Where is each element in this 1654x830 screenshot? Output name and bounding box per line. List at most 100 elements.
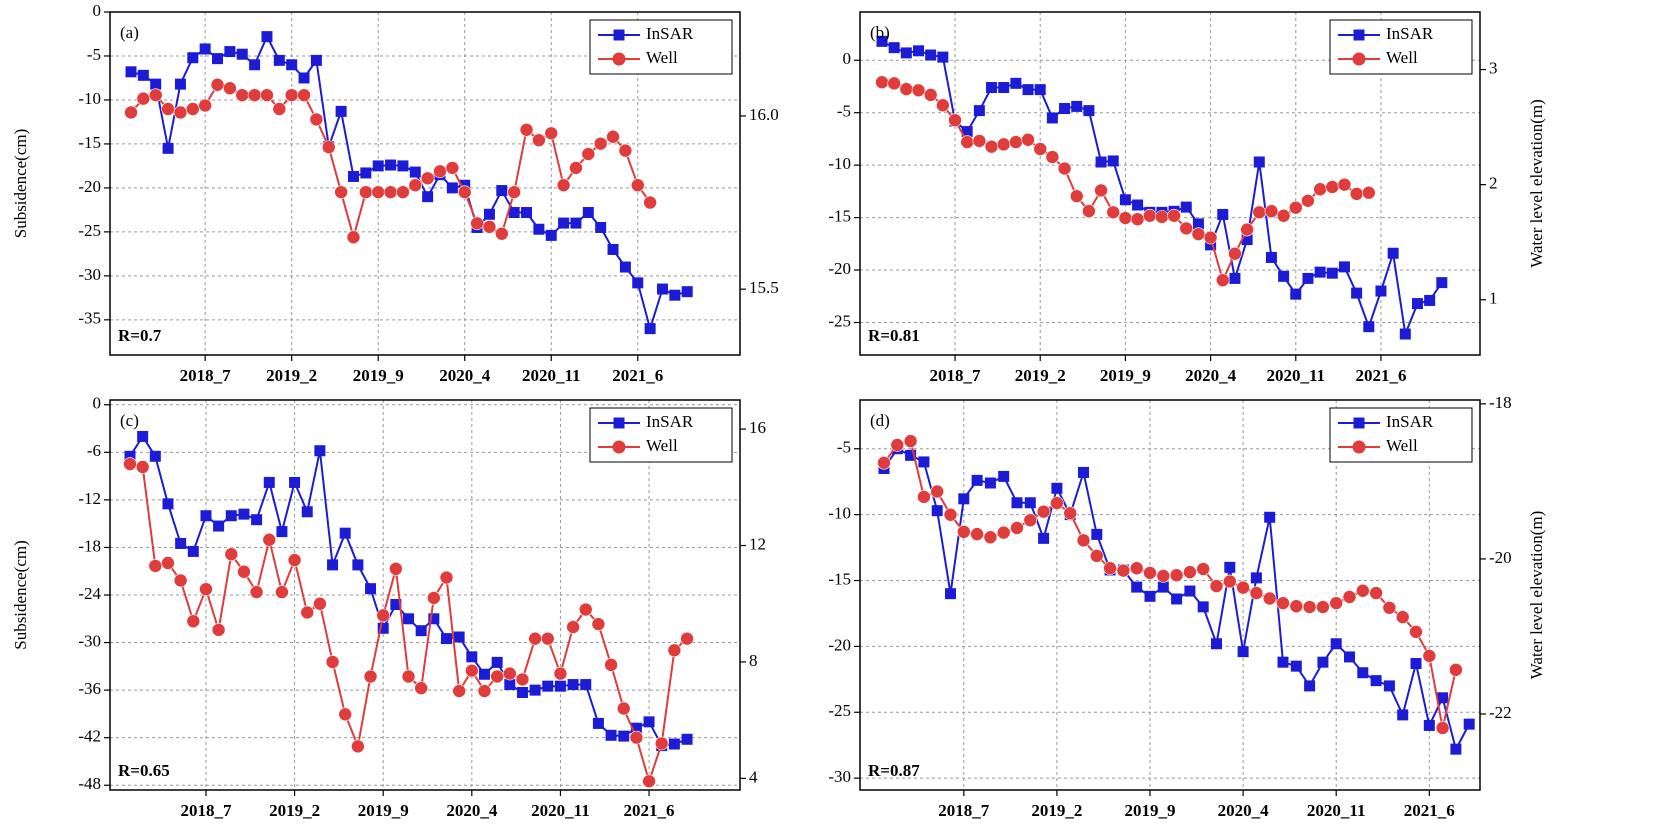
- y2-tick-label: 3: [1489, 58, 1498, 77]
- y-tick-label: -12: [78, 489, 101, 508]
- y-tick-label: -6: [87, 441, 101, 460]
- x-tick-label: 2019_2: [1031, 801, 1082, 820]
- marker: [567, 679, 579, 691]
- marker: [554, 680, 566, 692]
- marker: [446, 182, 458, 194]
- y-tick-label: -42: [78, 727, 101, 746]
- marker: [529, 684, 541, 696]
- marker: [1009, 135, 1023, 149]
- y2-tick-label: 15.5: [749, 278, 779, 297]
- marker: [136, 91, 151, 106]
- legend-label: Well: [646, 48, 678, 67]
- marker: [1142, 208, 1157, 223]
- marker: [478, 668, 490, 680]
- marker: [1023, 513, 1038, 527]
- marker: [385, 159, 397, 171]
- legend-label: Well: [1386, 48, 1418, 67]
- marker: [186, 614, 201, 628]
- marker: [961, 126, 973, 138]
- marker: [643, 195, 657, 210]
- marker: [396, 185, 410, 199]
- x-tick-label: 2019_2: [1015, 366, 1066, 385]
- legend-box: [1329, 407, 1473, 463]
- x-tick-label: 2020_4: [439, 366, 491, 385]
- y-tick-label: -25: [78, 221, 101, 240]
- series-line: [883, 439, 1457, 729]
- marker: [1045, 150, 1060, 164]
- marker: [1375, 285, 1387, 297]
- y-tick-label: -10: [828, 504, 851, 523]
- marker: [984, 139, 999, 154]
- marker: [173, 573, 188, 588]
- marker: [1021, 132, 1035, 147]
- marker: [186, 102, 200, 116]
- marker: [515, 672, 530, 687]
- marker: [1397, 709, 1409, 721]
- marker: [199, 582, 213, 596]
- marker: [580, 679, 592, 691]
- y-tick-label: 0: [93, 394, 102, 413]
- y-tick-label: 0: [843, 49, 852, 68]
- x-tick-label: 2020_4: [1185, 366, 1237, 385]
- marker: [457, 185, 472, 199]
- marker: [668, 738, 680, 750]
- marker: [135, 460, 150, 474]
- y2-tick-label: 1: [1489, 289, 1498, 308]
- marker: [643, 716, 655, 728]
- marker: [439, 570, 454, 585]
- marker: [888, 42, 900, 54]
- marker: [533, 223, 545, 235]
- marker: [477, 684, 492, 698]
- marker: [996, 525, 1011, 540]
- marker: [445, 161, 460, 175]
- marker: [998, 470, 1010, 482]
- y-tick-label: -20: [828, 259, 851, 278]
- y-tick-label: -5: [837, 102, 851, 121]
- plot-frame: [109, 399, 741, 791]
- y-tick-label: -5: [837, 438, 851, 457]
- marker: [1250, 572, 1262, 584]
- marker: [930, 484, 945, 499]
- marker: [556, 178, 571, 193]
- marker: [960, 135, 974, 149]
- marker: [1203, 230, 1218, 245]
- marker: [1356, 583, 1370, 598]
- marker: [372, 160, 384, 172]
- marker: [262, 532, 277, 547]
- marker: [1228, 246, 1242, 261]
- marker: [325, 655, 340, 669]
- marker: [377, 622, 389, 634]
- marker: [1229, 272, 1241, 284]
- y-tick-label: -20: [78, 177, 101, 196]
- marker: [1278, 270, 1290, 282]
- marker: [1083, 105, 1095, 117]
- marker: [213, 520, 225, 532]
- y-tick-label: -5: [87, 45, 101, 64]
- x-tick-label: 2020_4: [446, 801, 498, 820]
- legend-label: InSAR: [1386, 24, 1434, 43]
- marker: [507, 185, 521, 199]
- panel: 0 -5 -10 -15 -20 -25 -30 -35 16.0 15.5 2018_7 2019_…: [11, 1, 779, 385]
- marker: [656, 283, 668, 295]
- marker: [900, 47, 912, 59]
- x-tick-label: 2020_4: [1218, 801, 1270, 820]
- marker: [408, 178, 423, 193]
- marker: [1316, 600, 1330, 614]
- marker: [1349, 187, 1364, 201]
- marker: [137, 430, 149, 442]
- marker: [1330, 638, 1342, 650]
- marker: [1290, 288, 1302, 300]
- marker: [1326, 267, 1338, 279]
- marker: [1383, 680, 1395, 692]
- marker: [1224, 561, 1236, 573]
- marker: [490, 669, 504, 684]
- marker: [148, 88, 163, 102]
- marker: [630, 178, 645, 193]
- x-tick-label: 2019_2: [266, 366, 317, 385]
- plot-frame: [859, 11, 1481, 356]
- marker: [1237, 646, 1249, 658]
- marker: [174, 78, 186, 90]
- marker: [162, 142, 174, 154]
- marker: [581, 147, 596, 161]
- marker: [401, 669, 416, 684]
